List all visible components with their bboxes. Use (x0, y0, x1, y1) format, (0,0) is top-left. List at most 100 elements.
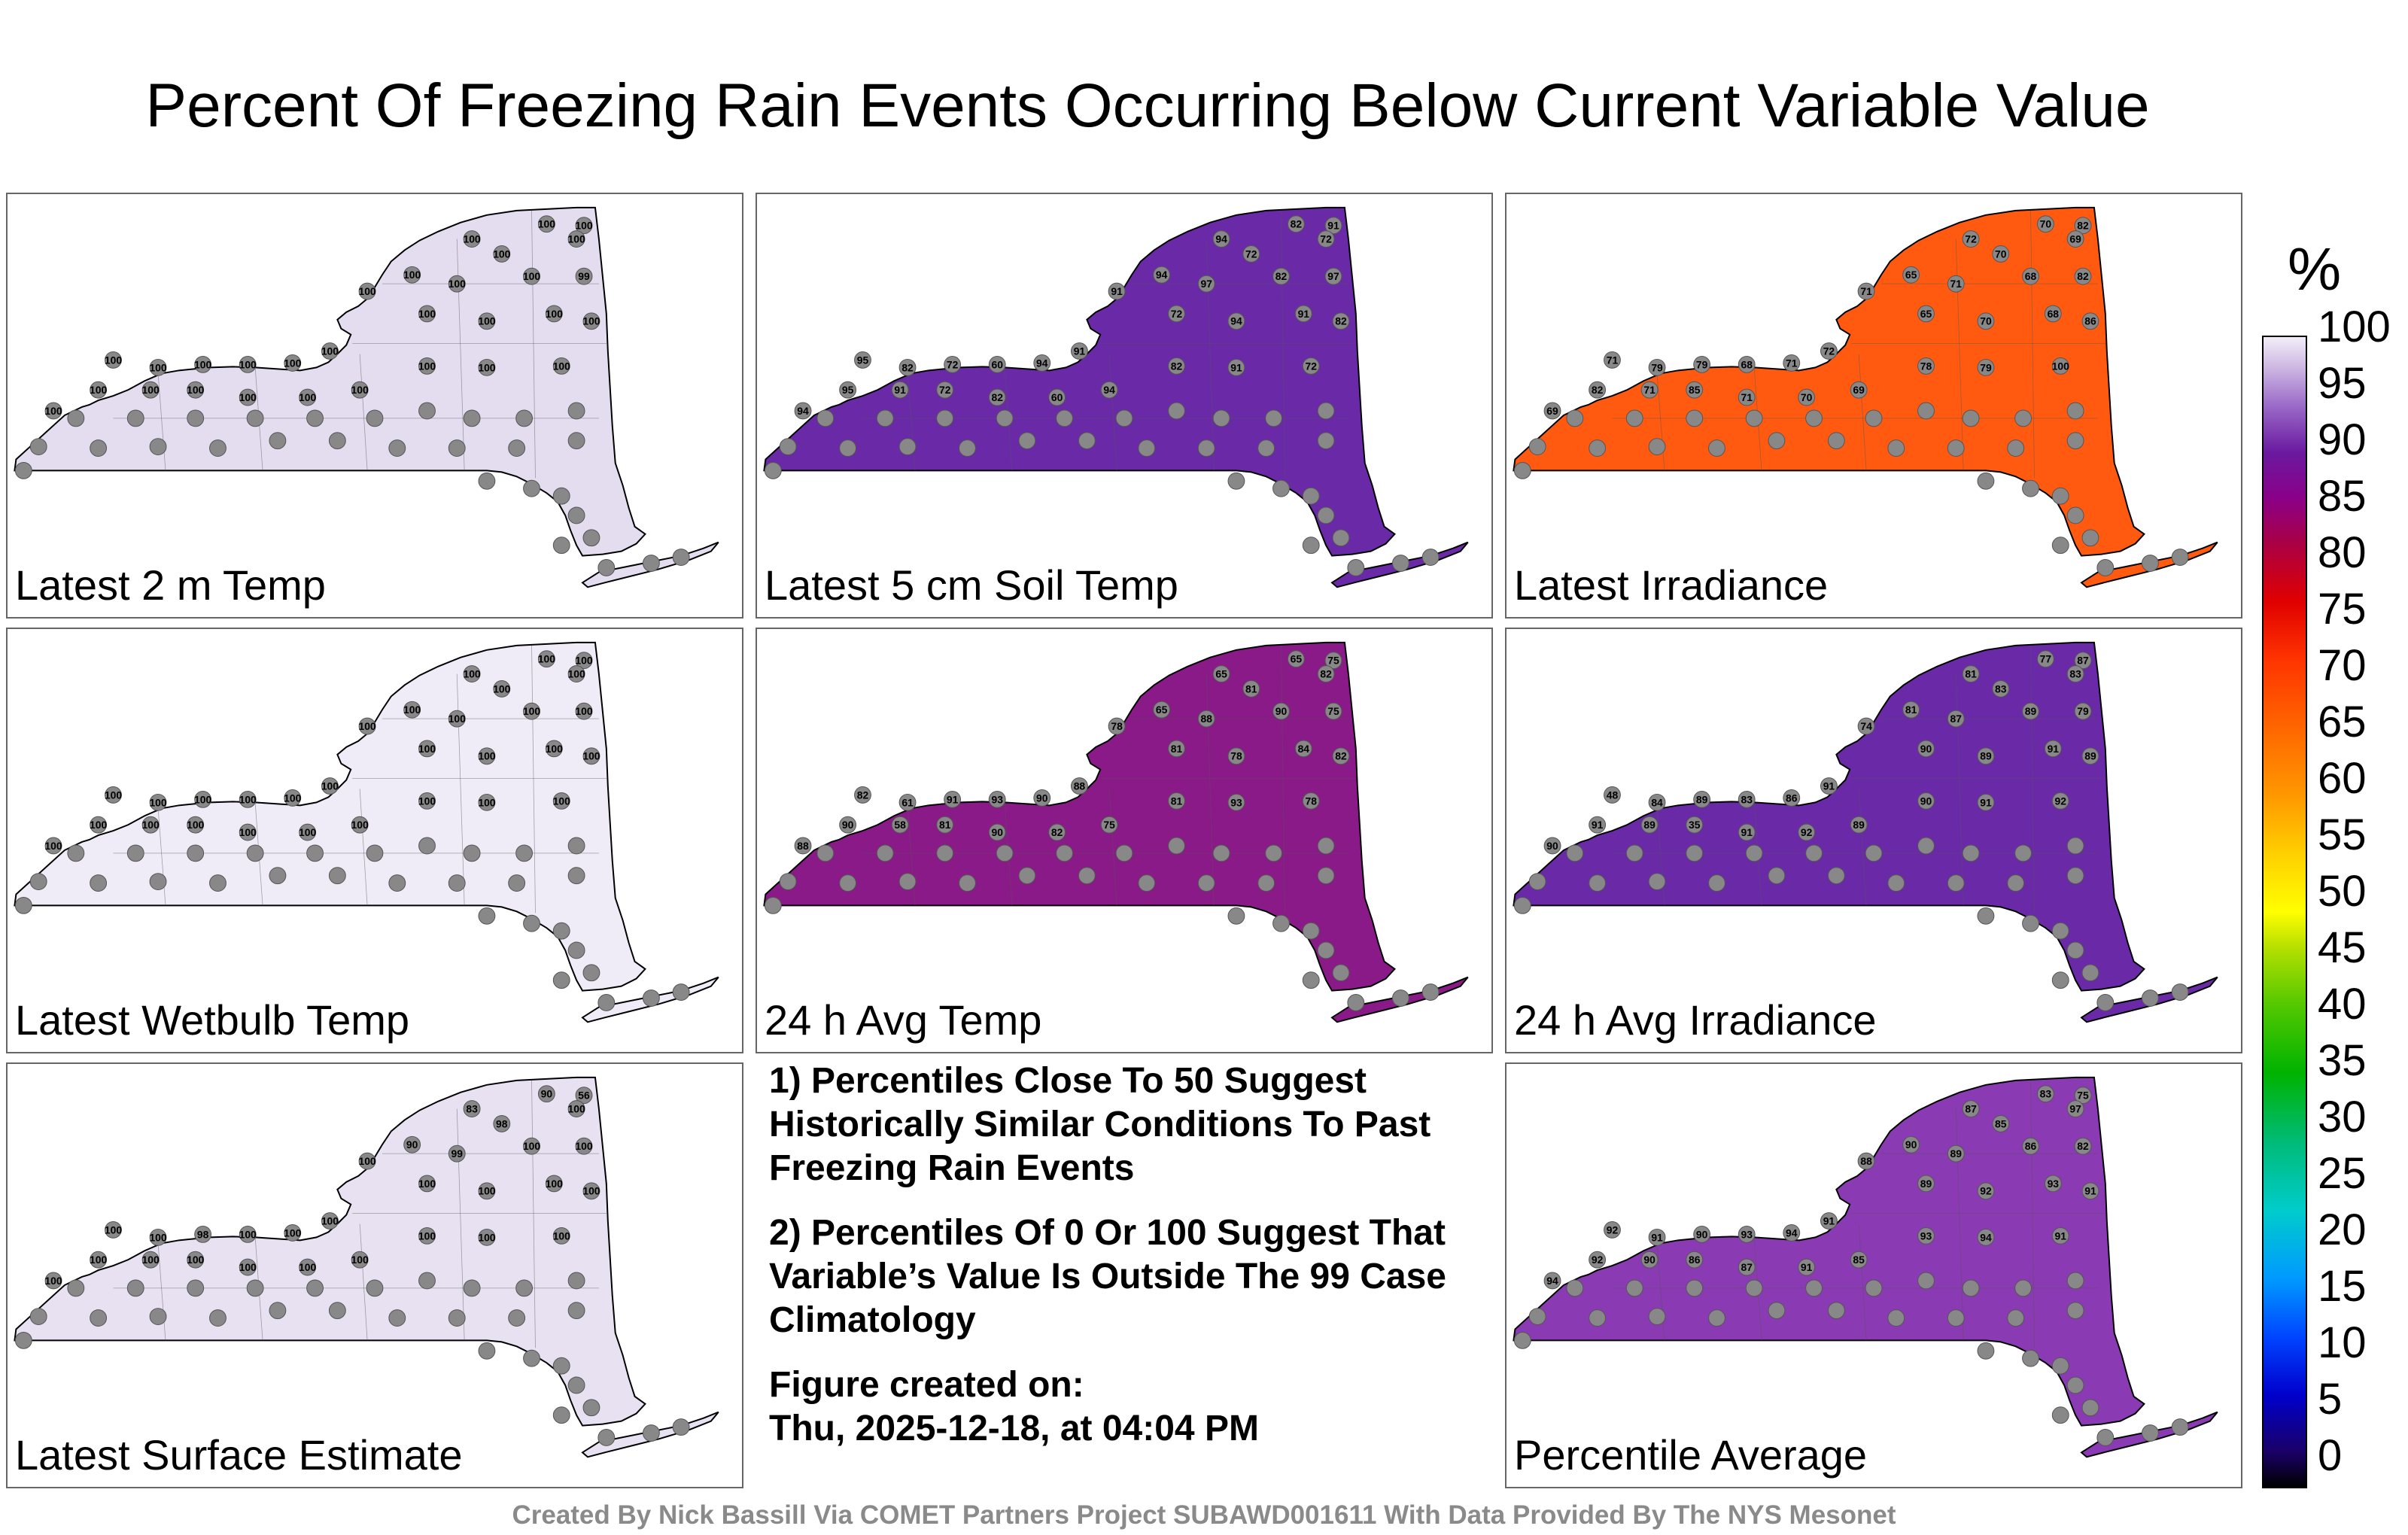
station-marker (2171, 549, 2189, 566)
station-marker: 90 (403, 1135, 421, 1154)
ny-state-map: 100 100 100 100 100 100 100 100 100 100 100 100 100 1… (14, 641, 719, 1023)
station-value: 77 (2040, 653, 2052, 665)
station-marker: 71 (1857, 282, 1875, 300)
station-marker: 100 (418, 792, 436, 810)
state-outline (14, 641, 646, 992)
station-marker: 91 (1071, 342, 1088, 360)
station-value: 100 (575, 705, 592, 717)
station-marker (816, 409, 835, 427)
station-marker: 100 (478, 312, 496, 330)
station-marker: 100 (493, 245, 511, 263)
station-marker (328, 432, 346, 450)
station-marker: 84 (1294, 740, 1312, 758)
station-marker: 100 (321, 342, 339, 360)
station-value: 95 (842, 384, 854, 396)
station-marker: 98 (194, 1225, 212, 1243)
station-value: 92 (1980, 1185, 1992, 1197)
station-value: 89 (2025, 705, 2037, 717)
station-value: 100 (448, 713, 466, 725)
station-marker: 74 (1857, 717, 1875, 735)
station-marker: 100 (351, 1251, 369, 1269)
county-line (359, 1223, 368, 1341)
station-marker (642, 989, 660, 1007)
station-marker: 78 (1917, 357, 1935, 375)
station-marker: 87 (1947, 710, 1965, 728)
station-value: 100 (321, 1214, 339, 1226)
station-marker (1302, 971, 1320, 989)
station-marker: 91 (1820, 1212, 1838, 1230)
station-value: 93 (2048, 1178, 2060, 1190)
station-value: 82 (1335, 315, 1347, 327)
station-value: 75 (1327, 705, 1339, 717)
station-marker: 100 (478, 793, 496, 811)
station-value: 100 (575, 220, 592, 232)
station-marker: 100 (546, 305, 563, 323)
station-marker (269, 432, 287, 450)
station-marker (2096, 559, 2115, 576)
station-value: 85 (1853, 1254, 1865, 1266)
station-marker: 100 (418, 1175, 436, 1193)
station-marker: 100 (403, 701, 421, 719)
station-marker: 99 (575, 267, 593, 285)
station-marker (779, 873, 797, 891)
station-marker: 75 (1324, 652, 1342, 670)
station-marker: 100 (142, 1251, 160, 1269)
station-value: 82 (2077, 270, 2089, 282)
station-marker (187, 1279, 205, 1297)
station-marker: 95 (854, 351, 871, 369)
station-value: 97 (1200, 278, 1212, 290)
station-marker (1212, 409, 1230, 427)
station-marker (2051, 536, 2069, 555)
station-value: 69 (1546, 405, 1558, 417)
station-marker (1056, 844, 1073, 862)
station-marker: 100 (538, 650, 555, 668)
station-marker: 97 (1197, 275, 1215, 293)
station-marker: 60 (1048, 388, 1066, 406)
station-marker: 71 (1738, 388, 1756, 406)
note-1: 1) Percentiles Close To 50 Suggest Histo… (769, 1061, 1431, 1188)
station-value: 100 (553, 360, 570, 372)
panel-latest-5cm-soil-temp: 82 91 94 72 72 91 94 97 82 97 95 82 72 60 94 91 72 94 91 82… (756, 193, 1493, 619)
station-value: 100 (239, 793, 257, 805)
station-marker (149, 438, 167, 456)
panel-percentile-average: 83 75 87 85 97 88 90 89 86 82 92 91 90 93 94 91 89 92 93 91… (1505, 1062, 2242, 1488)
station-marker (1887, 874, 1905, 892)
station-marker: 100 (478, 1182, 496, 1200)
station-value: 65 (1905, 269, 1917, 281)
station-marker: 100 (299, 388, 316, 406)
station-marker (2066, 1302, 2084, 1320)
station-marker: 77 (2036, 650, 2054, 668)
station-marker (582, 964, 600, 982)
station-marker (2051, 922, 2069, 940)
station-value: 82 (1335, 750, 1347, 762)
station-marker (1227, 907, 1245, 925)
station-marker (1168, 837, 1185, 855)
station-marker (523, 479, 540, 497)
station-marker: 89 (2022, 702, 2039, 720)
station-marker: 90 (839, 816, 857, 834)
station-value: 100 (90, 384, 107, 396)
station-value: 100 (567, 1103, 585, 1115)
station-marker: 89 (1850, 816, 1868, 834)
station-marker: 94 (1543, 1272, 1561, 1290)
station-marker: 90 (1917, 740, 1935, 758)
station-marker: 100 (299, 1258, 316, 1276)
station-marker (1391, 989, 1409, 1007)
station-marker: 85 (1850, 1251, 1868, 1269)
colorbar (2262, 336, 2307, 1488)
station-value: 99 (578, 270, 590, 282)
station-value: 94 (1215, 233, 1227, 245)
station-value: 100 (239, 1261, 257, 1273)
station-value: 100 (105, 1223, 122, 1236)
station-value: 71 (1643, 384, 1655, 396)
station-value: 94 (1103, 384, 1115, 396)
panel-label: 24 h Avg Irradiance (1514, 996, 1877, 1044)
station-marker: 91 (1977, 793, 1995, 811)
station-marker: 100 (358, 1152, 376, 1170)
station-marker: 100 (523, 702, 540, 720)
station-value: 91 (894, 384, 906, 396)
state-outline (1513, 641, 2145, 992)
state-outline (1513, 1076, 2145, 1427)
station-marker (1528, 873, 1546, 891)
station-value: 70 (1801, 391, 1813, 403)
